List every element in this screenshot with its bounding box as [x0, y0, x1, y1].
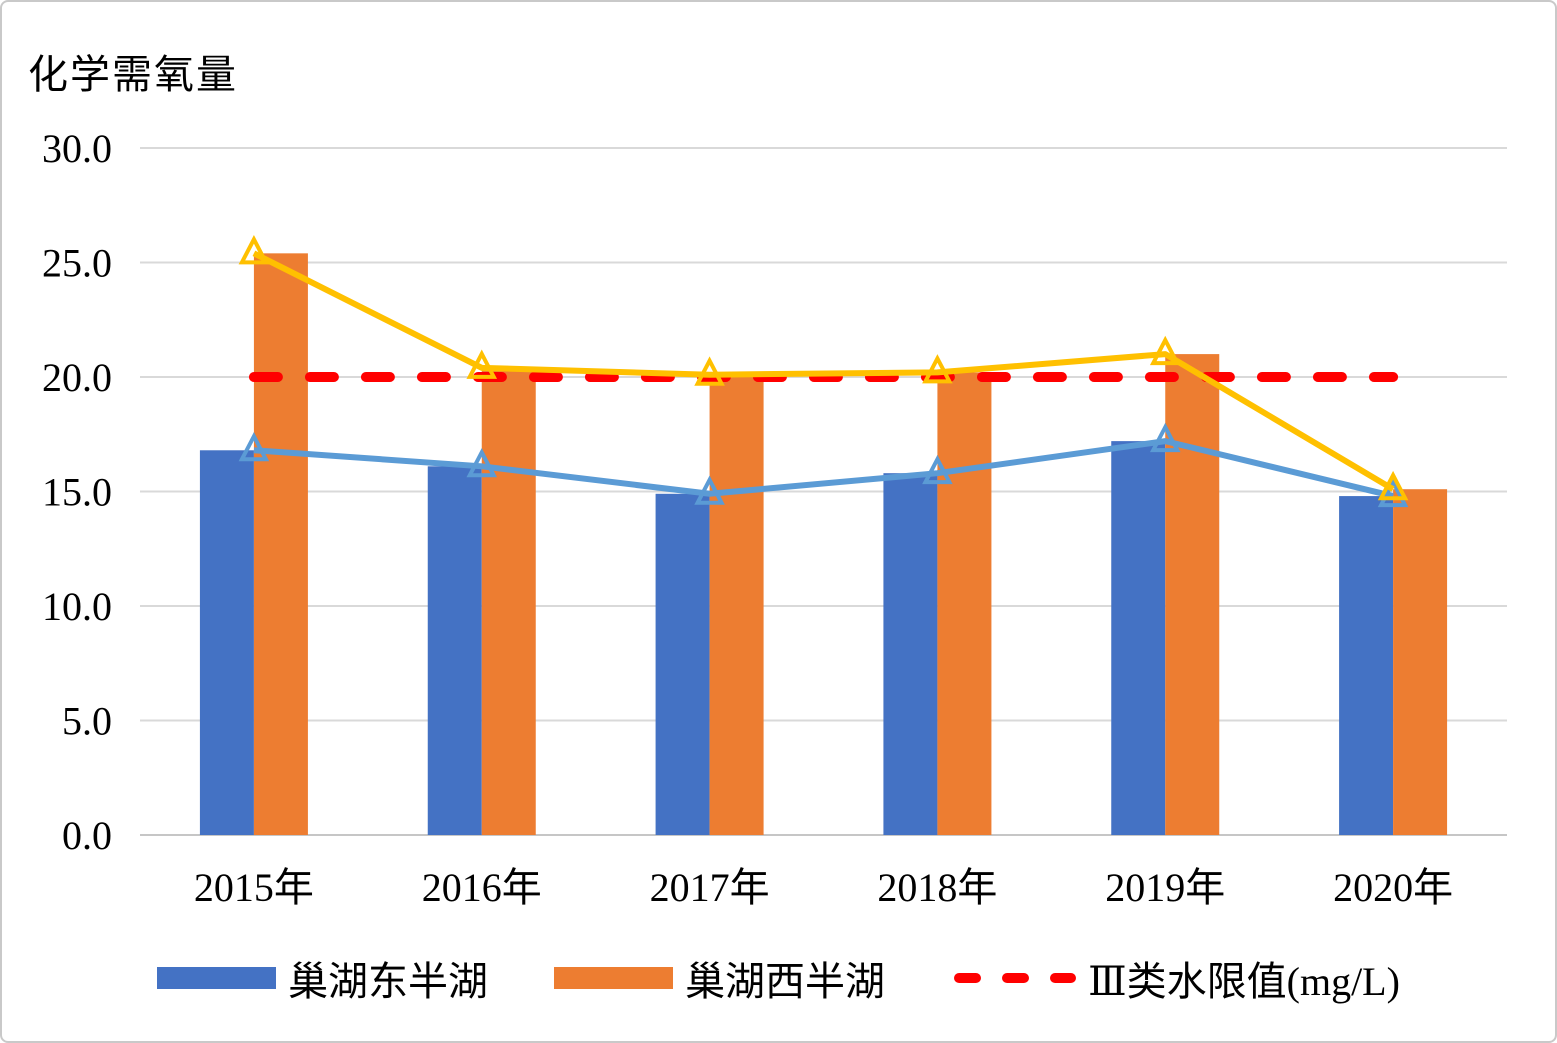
legend-swatch-east	[157, 967, 277, 989]
marker-west-1	[466, 349, 498, 379]
x-tick-label-2: 2017年	[650, 865, 770, 910]
y-tick-label-10.0: 10.0	[42, 584, 112, 629]
marker-west-3	[922, 354, 953, 384]
bar-west-1	[481, 367, 536, 835]
chart-title: 化学需氧量	[28, 52, 238, 97]
bar-west-4	[1165, 354, 1220, 835]
marker-east-2	[694, 475, 725, 505]
y-tick-label-5.0: 5.0	[62, 699, 112, 744]
y-tick-label-30.0: 30.0	[42, 126, 112, 171]
marker-west-5	[1377, 470, 1409, 501]
bar-east-1	[427, 466, 482, 835]
x-tick-label-1: 2016年	[422, 865, 542, 910]
y-tick-label-20.0: 20.0	[42, 355, 112, 400]
bar-west-3	[937, 372, 992, 835]
marker-west-4	[1149, 335, 1181, 366]
bar-east-0	[199, 450, 254, 835]
marker-west-0	[238, 235, 270, 265]
x-tick-label-0: 2015年	[194, 865, 314, 910]
legend-item-limit3: Ⅲ类水限值(mg/L)	[951, 949, 1400, 1007]
marker-east-4	[1149, 422, 1181, 453]
legend-item-east: 巢湖东半湖	[157, 949, 488, 1007]
x-tick-label-5: 2020年	[1333, 865, 1453, 910]
legend-swatch-west	[554, 967, 674, 989]
marker-east-5	[1377, 477, 1409, 508]
x-tick-label-3: 2018年	[877, 865, 997, 910]
x-tick-label-4: 2019年	[1105, 865, 1225, 910]
y-tick-label-25.0: 25.0	[42, 241, 112, 286]
legend-label-east: 巢湖东半湖	[288, 959, 489, 1004]
marker-west-2	[694, 356, 725, 386]
legend-label-west: 巢湖西半湖	[685, 959, 886, 1004]
legend-item-west: 巢湖西半湖	[554, 949, 885, 1007]
y-tick-label-15.0: 15.0	[42, 470, 112, 515]
bar-west-5	[1393, 489, 1448, 835]
bar-west-0	[253, 253, 308, 836]
marker-east-1	[466, 447, 498, 478]
bar-east-5	[1339, 496, 1394, 835]
marker-east-3	[922, 454, 953, 485]
line-west	[252, 250, 1395, 492]
bar-east-2	[655, 493, 710, 835]
chart-legend: 巢湖东半湖 巢湖西半湖 Ⅲ类水限值(mg/L)	[2, 944, 1555, 1012]
y-tick-label-0.0: 0.0	[62, 813, 112, 858]
bar-east-4	[1111, 441, 1166, 835]
bar-west-2	[709, 374, 764, 835]
legend-label-limit3: Ⅲ类水限值(mg/L)	[1088, 959, 1400, 1004]
legend-dash-swatch-limit3	[954, 973, 1077, 983]
marker-east-0	[238, 431, 270, 462]
bar-east-3	[883, 473, 938, 835]
line-east	[253, 438, 1394, 499]
